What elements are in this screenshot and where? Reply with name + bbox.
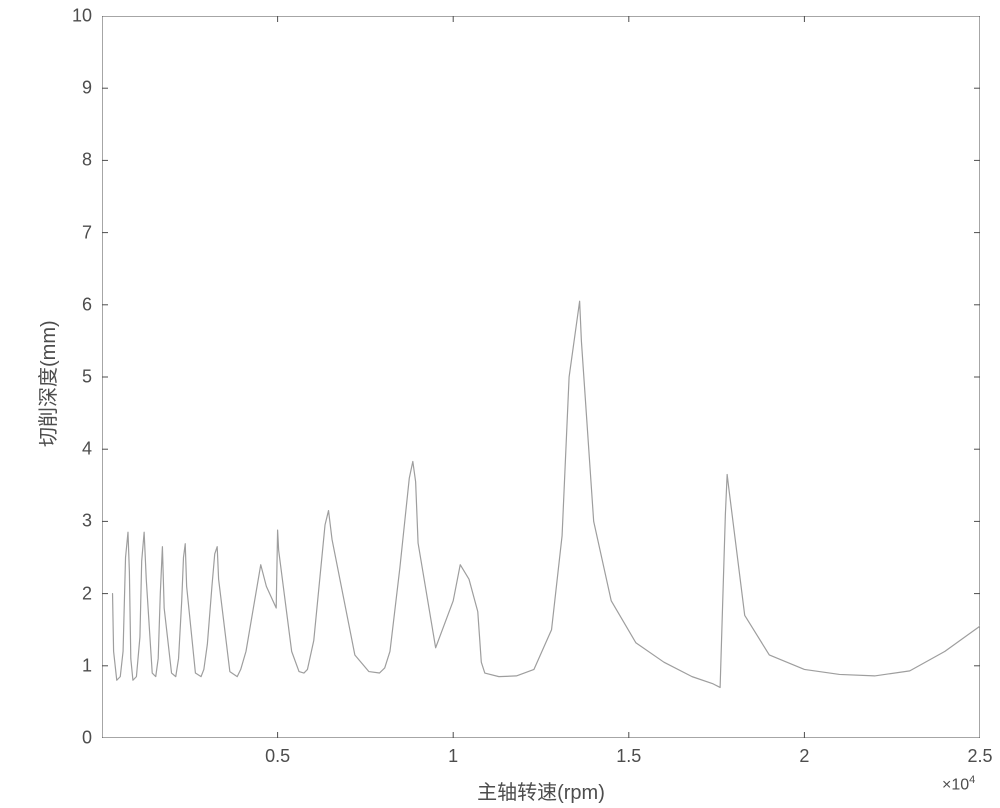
y-tick-label: 5 [82, 367, 92, 388]
chart-container: 0 1 2 3 4 5 6 7 8 9 10 0.5 1 1.5 2 2.5 主轴转速(rpm) 切削深度(mm)… [0, 0, 1000, 808]
x-tick-label: 1 [448, 746, 458, 767]
y-tick-label: 2 [82, 583, 92, 604]
y-tick-label: 10 [72, 6, 92, 27]
x-axis-multiplier: ×104 [942, 774, 975, 794]
x-tick-label: 2.5 [967, 746, 992, 767]
y-tick-label: 6 [82, 294, 92, 315]
y-tick-label: 1 [82, 655, 92, 676]
x-tick-label: 0.5 [265, 746, 290, 767]
y-tick-label: 3 [82, 511, 92, 532]
y-axis-label: 切削深度(mm) [32, 320, 61, 447]
x-tick-label: 2 [799, 746, 809, 767]
y-tick-label: 8 [82, 150, 92, 171]
x-axis-label: 主轴转速(rpm) [461, 776, 621, 805]
multiplier-exponent: 4 [969, 774, 975, 786]
x-tick-label: 1.5 [616, 746, 641, 767]
y-tick-label: 0 [82, 728, 92, 749]
multiplier-base: ×10 [942, 776, 969, 793]
y-tick-label: 7 [82, 222, 92, 243]
y-tick-label: 9 [82, 78, 92, 99]
plot-area [102, 16, 980, 738]
y-tick-label: 4 [82, 439, 92, 460]
